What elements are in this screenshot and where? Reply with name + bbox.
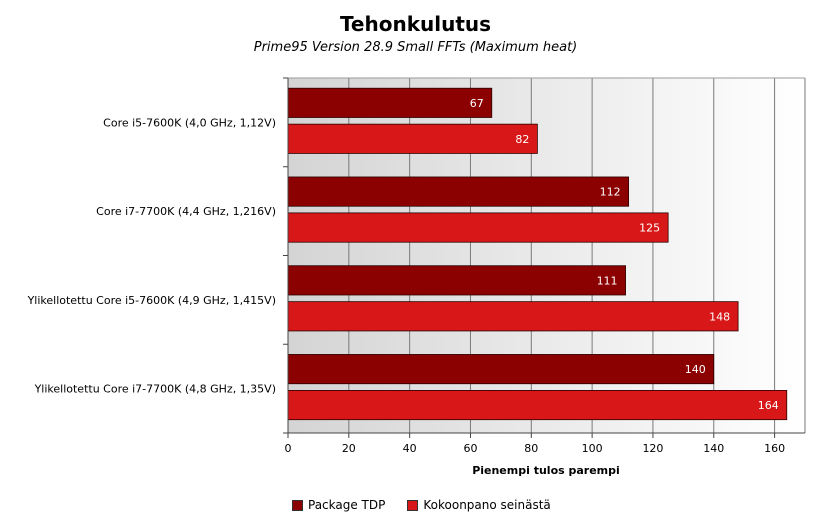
bar (287, 389, 788, 421)
bar (287, 265, 626, 296)
x-tick-label: 120 (642, 442, 663, 455)
category-label: Ylikellotettu Core i5-7600K (4,9 GHz, 1,… (27, 294, 276, 307)
legend: Package TDP Kokoonpano seinästä (292, 498, 551, 512)
bar (287, 354, 715, 385)
x-tick-label: 80 (524, 442, 538, 455)
x-tick-label: 0 (285, 442, 292, 455)
legend-item-package-tdp: Package TDP (292, 498, 385, 512)
data-label: 140 (685, 363, 706, 376)
legend-label: Kokoonpano seinästä (423, 498, 551, 512)
bar (287, 176, 630, 207)
data-label: 148 (709, 310, 730, 323)
x-tick-label: 160 (764, 442, 785, 455)
x-tick-label: 100 (582, 442, 603, 455)
category-label: Core i5-7600K (4,0 GHz, 1,12V) (103, 116, 276, 129)
chart-title: Tehonkulutus (339, 12, 492, 36)
data-label: 82 (515, 133, 529, 146)
legend-swatch (292, 499, 303, 511)
x-tick-label: 140 (703, 442, 724, 455)
data-label: 164 (758, 399, 779, 412)
category-label: Core i7-7700K (4,4 GHz, 1,216V) (96, 205, 276, 218)
data-label: 111 (597, 274, 618, 287)
data-label: 67 (470, 97, 484, 110)
x-tick-label: 40 (403, 442, 417, 455)
bar (287, 123, 538, 154)
x-axis-label: Pienempi tulos parempi (472, 464, 620, 477)
bar (287, 301, 739, 332)
data-label: 125 (639, 222, 660, 235)
bar (287, 212, 669, 243)
legend-swatch (407, 499, 419, 511)
chart-subtitle: Prime95 Version 28.9 Small FFTs (Maximum… (253, 40, 578, 55)
x-tick-label: 60 (463, 442, 477, 455)
legend-item-kokoonpano-seinasta: Kokoonpano seinästä (407, 498, 551, 512)
legend-label: Package TDP (308, 498, 386, 512)
category-label: Ylikellotettu Core i7-7700K (4,8 GHz, 1,… (34, 383, 276, 396)
bar (287, 87, 493, 118)
x-tick-label: 20 (342, 442, 356, 455)
data-label: 112 (600, 186, 621, 199)
